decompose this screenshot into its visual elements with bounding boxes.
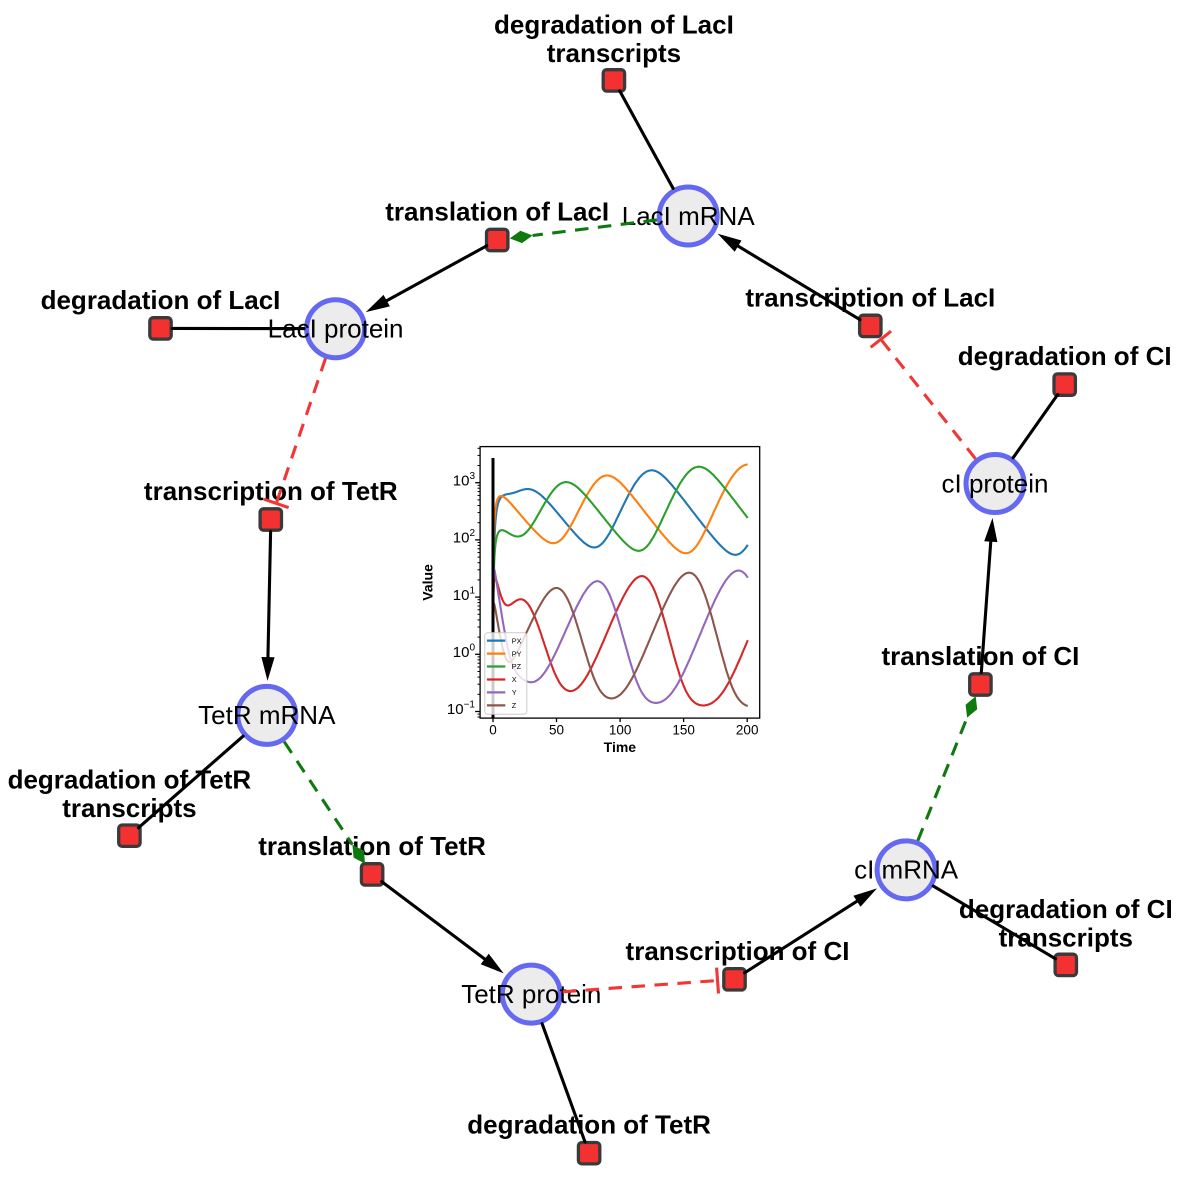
svg-text:degradation of TetR: degradation of TetR <box>8 765 252 795</box>
svg-text:Value: Value <box>420 564 436 601</box>
svg-text:X: X <box>512 675 517 684</box>
svg-text:100: 100 <box>609 722 632 737</box>
svg-text:50: 50 <box>549 722 564 737</box>
svg-text:LacI mRNA: LacI mRNA <box>622 201 756 231</box>
svg-text:PY: PY <box>512 649 522 658</box>
svg-text:150: 150 <box>672 722 695 737</box>
svg-text:PZ: PZ <box>512 662 522 671</box>
svg-text:TetR mRNA: TetR mRNA <box>198 700 336 730</box>
svg-text:TetR protein: TetR protein <box>461 979 601 1009</box>
svg-text:cI protein: cI protein <box>942 468 1049 498</box>
svg-text:degradation of LacI: degradation of LacI <box>41 285 281 315</box>
svg-text:Z: Z <box>512 701 517 710</box>
svg-text:cI mRNA: cI mRNA <box>854 855 959 885</box>
svg-text:transcripts: transcripts <box>62 793 196 823</box>
svg-text:PX: PX <box>512 636 522 645</box>
svg-text:0: 0 <box>489 722 497 737</box>
svg-text:translation of TetR: translation of TetR <box>258 831 486 861</box>
svg-text:Time: Time <box>604 739 637 755</box>
svg-text:transcription of LacI: transcription of LacI <box>745 282 995 312</box>
svg-text:transcripts: transcripts <box>547 38 681 68</box>
svg-text:200: 200 <box>736 722 759 737</box>
svg-text:degradation of CI: degradation of CI <box>958 341 1172 371</box>
svg-text:degradation of TetR: degradation of TetR <box>467 1110 711 1140</box>
svg-text:transcription of CI: transcription of CI <box>626 936 850 966</box>
svg-text:degradation of LacI: degradation of LacI <box>494 9 734 39</box>
svg-text:Y: Y <box>512 688 517 697</box>
svg-text:translation of LacI: translation of LacI <box>385 197 609 227</box>
svg-text:degradation of CI: degradation of CI <box>959 894 1173 924</box>
